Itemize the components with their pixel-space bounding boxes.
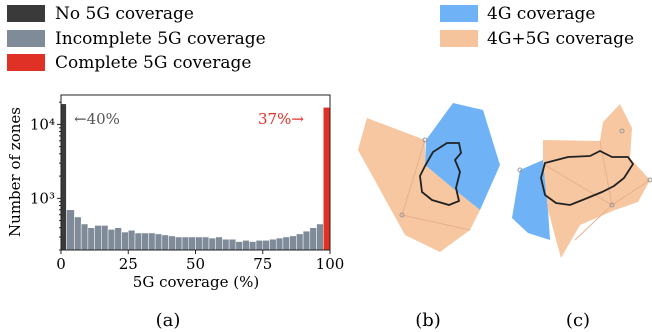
legend-label-4g-5g: 4G+5G coverage	[487, 29, 634, 49]
legend-label-incomplete-5g: Incomplete 5G coverage	[55, 29, 266, 49]
histogram-bar	[161, 234, 169, 251]
x-axis-ticks: 0 25 50 75 100	[56, 250, 344, 273]
coverage-map-b	[358, 103, 500, 252]
map-c-cell-site	[517, 167, 523, 173]
x-tick-label: 50	[186, 255, 205, 273]
map-b-zone-boundary	[419, 142, 462, 206]
histogram-bar	[74, 216, 82, 251]
histogram-bar	[154, 233, 163, 251]
map-b-4g5g-area	[358, 118, 480, 252]
x-tick-label: 25	[119, 255, 138, 273]
legend-left: No 5G coverage Incomplete 5G coverage Co…	[7, 4, 266, 73]
histogram-bar	[195, 236, 203, 251]
histogram-bar	[296, 233, 304, 251]
y-tick-label: 10³	[30, 189, 55, 207]
histogram: 0 25 50 75 100 10³ 10⁴ 5G coverage (%) Number…	[6, 94, 344, 291]
map-b-cell-site	[422, 137, 428, 143]
annotation-no-5g-share: ←40%	[74, 110, 120, 128]
histogram-bar	[107, 229, 116, 251]
histogram-bar	[175, 236, 183, 251]
histogram-bar	[255, 240, 263, 251]
histogram-bar	[134, 232, 142, 251]
x-tick-label: 0	[56, 255, 66, 273]
y-axis-ticks: 10³ 10⁴	[30, 101, 61, 251]
histogram-bar	[128, 230, 136, 251]
legend-label-complete-5g: Complete 5G coverage	[55, 53, 251, 73]
histogram-bar	[188, 236, 196, 251]
annotation-complete-5g-share: 37%→	[258, 110, 304, 128]
legend-swatch-4g-5g	[440, 30, 478, 47]
legend-swatch-incomplete-5g	[7, 30, 45, 47]
map-c-4g-area	[512, 160, 550, 240]
histogram-bar	[60, 103, 67, 251]
legend-label-no-5g: No 5G coverage	[55, 4, 194, 24]
map-b-cell-edges	[401, 139, 471, 231]
legend-label-4g: 4G coverage	[487, 4, 595, 24]
histogram-bar	[168, 235, 176, 251]
map-b-4g-area	[425, 103, 500, 210]
histogram-bar	[80, 223, 89, 251]
map-c-zone-boundary	[540, 149, 635, 206]
histogram-bar	[87, 227, 95, 251]
histogram-bar	[141, 232, 149, 251]
histogram-bar	[148, 232, 156, 251]
legend-swatch-no-5g	[7, 5, 45, 22]
histogram-bar	[208, 237, 216, 251]
histogram-bar	[323, 107, 331, 251]
histogram-bar	[309, 227, 317, 251]
histogram-bar	[215, 236, 223, 251]
histogram-bar	[228, 238, 237, 251]
x-tick-label: 75	[253, 255, 272, 273]
histogram-bar	[242, 240, 250, 251]
map-c-cell-site	[609, 202, 615, 208]
map-c-cell-edges	[599, 140, 651, 206]
histogram-bar	[201, 236, 210, 251]
histogram-bar	[222, 238, 230, 251]
map-c-4g5g-area	[543, 104, 650, 258]
histogram-bar	[66, 209, 75, 251]
histogram-bar	[249, 241, 257, 251]
histogram-bar	[275, 237, 284, 251]
panel-label-b: (b)	[415, 310, 441, 331]
histogram-bars	[60, 103, 331, 251]
legend-right: 4G coverage 4G+5G coverage	[440, 4, 634, 49]
panel-label-a: (a)	[156, 310, 181, 331]
map-c-cell-site	[619, 128, 625, 134]
map-c-cell-site	[647, 177, 652, 183]
y-tick-label: 10⁴	[30, 115, 55, 133]
panel-label-c: (c)	[566, 310, 590, 331]
coverage-map-c	[512, 104, 652, 258]
map-b-cell-site	[399, 212, 405, 218]
histogram-bar	[289, 235, 297, 251]
histogram-bar	[181, 236, 190, 251]
histogram-bar	[114, 227, 122, 251]
legend-swatch-4g	[440, 5, 478, 22]
histogram-bar	[101, 225, 109, 251]
histogram-bar	[94, 225, 102, 251]
histogram-bar	[121, 231, 129, 251]
histogram-bar	[269, 238, 277, 251]
x-tick-label: 100	[316, 255, 345, 273]
histogram-bar	[235, 241, 243, 251]
y-axis-label: Number of zones	[6, 107, 24, 237]
legend-swatch-complete-5g	[7, 54, 45, 71]
histogram-bar	[282, 236, 290, 251]
histogram-bar	[302, 230, 311, 251]
histogram-bar	[262, 240, 270, 251]
histogram-bar	[316, 223, 324, 251]
x-axis-label: 5G coverage (%)	[133, 273, 259, 291]
